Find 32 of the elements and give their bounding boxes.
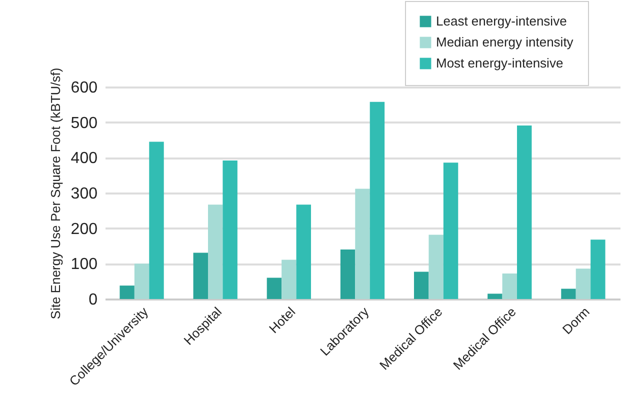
bar bbox=[282, 260, 296, 299]
y-tick-label: 300 bbox=[70, 186, 98, 202]
bar bbox=[266, 278, 282, 299]
y-tick-label: 500 bbox=[70, 114, 98, 132]
y-tick-label: 100 bbox=[70, 256, 98, 274]
legend-label: Median energy intensity bbox=[436, 34, 574, 50]
bar bbox=[208, 204, 223, 299]
legend-label: Most energy-intensive bbox=[436, 56, 564, 70]
bar bbox=[340, 250, 356, 299]
bar bbox=[414, 272, 429, 299]
bar bbox=[370, 102, 385, 299]
bar bbox=[517, 126, 532, 299]
y-tick-label: 600 bbox=[70, 80, 98, 96]
bar bbox=[443, 162, 458, 299]
y-tick-label: 0 bbox=[88, 292, 98, 308]
bar bbox=[502, 274, 517, 299]
bar bbox=[134, 264, 150, 299]
bar bbox=[193, 252, 208, 299]
bar bbox=[296, 204, 311, 299]
bar bbox=[222, 160, 238, 299]
bar bbox=[149, 142, 164, 299]
y-tick-label: 200 bbox=[70, 220, 98, 238]
bar bbox=[428, 234, 444, 299]
bar bbox=[120, 286, 134, 299]
y-axis-title: Site Energy Use Per Square Foot (kBTU/sf) bbox=[48, 68, 63, 320]
bar bbox=[488, 294, 502, 299]
y-tick-label: 400 bbox=[70, 150, 98, 168]
legend-label: Least energy-intensive bbox=[436, 14, 567, 28]
bar bbox=[576, 268, 591, 299]
bar bbox=[590, 240, 606, 299]
bar bbox=[561, 288, 576, 299]
bar bbox=[355, 188, 370, 299]
